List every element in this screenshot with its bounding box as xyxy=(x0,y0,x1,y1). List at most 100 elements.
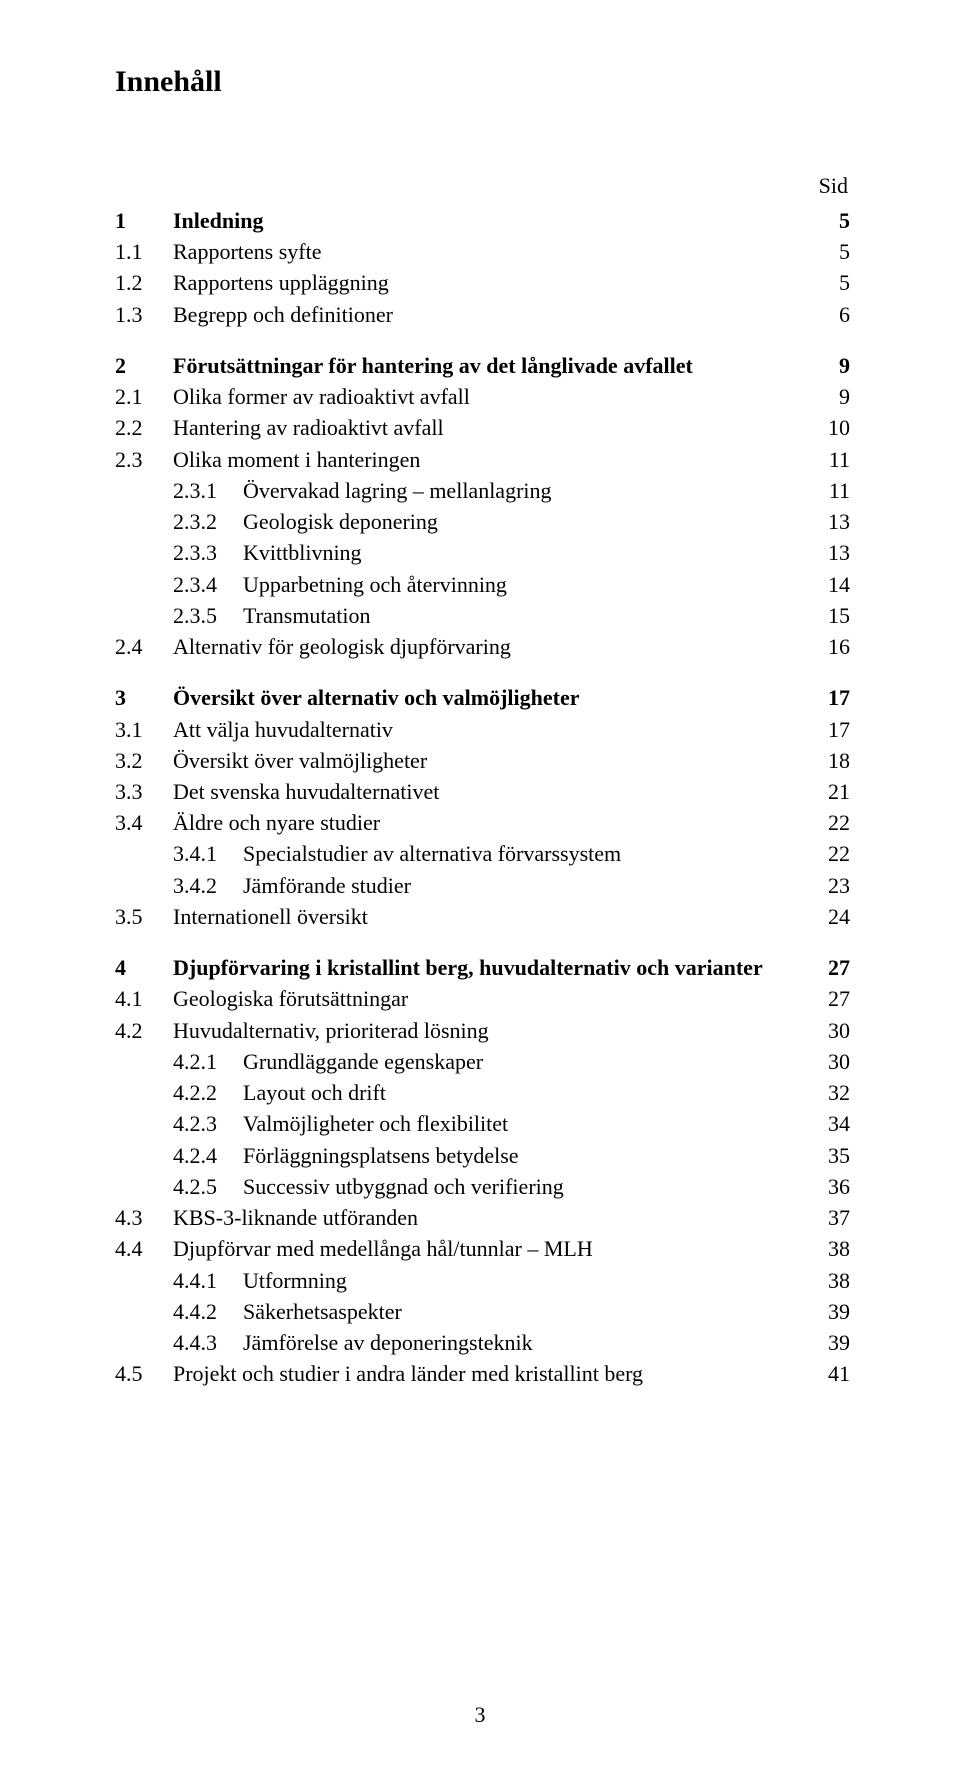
toc-row: 4.2.4Förläggningsplatsens betydelse35 xyxy=(115,1140,850,1171)
toc-section: 4Djupförvaring i kristallint berg, huvud… xyxy=(115,952,850,1389)
toc-section: 3Översikt över alternativ och valmöjligh… xyxy=(115,682,850,932)
toc-row: 3.1Att välja huvudalternativ17 xyxy=(115,714,850,745)
toc-page: 14 xyxy=(810,569,850,600)
toc-text: Att välja huvudalternativ xyxy=(173,714,810,745)
toc-text: Rapportens uppläggning xyxy=(173,267,810,298)
toc-page: 30 xyxy=(810,1015,850,1046)
toc-section: 2Förutsättningar för hantering av det lå… xyxy=(115,350,850,662)
toc-number: 3.4 xyxy=(115,807,173,838)
page-number: 3 xyxy=(0,1702,960,1728)
toc-page: 16 xyxy=(810,631,850,662)
toc-row: 2.4Alternativ för geologisk djupförvarin… xyxy=(115,631,850,662)
toc-row: 2.3Olika moment i hanteringen11 xyxy=(115,444,850,475)
toc-page: 10 xyxy=(810,412,850,443)
toc-row: 4.4.2Säkerhetsaspekter39 xyxy=(115,1296,850,1327)
toc-text: Projekt och studier i andra länder med k… xyxy=(173,1358,810,1389)
toc-text: Det svenska huvudalternativet xyxy=(173,776,810,807)
toc-row: 2.2Hantering av radioaktivt avfall10 xyxy=(115,412,850,443)
toc-number: 1.2 xyxy=(115,267,173,298)
toc-text: Begrepp och definitioner xyxy=(173,299,810,330)
toc-row: 2.3.1Övervakad lagring – mellanlagring11 xyxy=(115,475,850,506)
toc-text: Olika moment i hanteringen xyxy=(173,444,810,475)
toc-row: 3.4.1Specialstudier av alternativa förva… xyxy=(115,838,850,869)
toc-row: 3.4Äldre och nyare studier22 xyxy=(115,807,850,838)
toc-page: 22 xyxy=(810,807,850,838)
toc-page: 38 xyxy=(810,1233,850,1264)
toc-text: Inledning xyxy=(173,205,810,236)
toc-page: 6 xyxy=(810,299,850,330)
toc-text: Djupförvar med medellånga hål/tunnlar – … xyxy=(173,1233,810,1264)
toc-subnumber: 2.3.2 xyxy=(173,506,243,537)
toc-text: Valmöjligheter och flexibilitet xyxy=(243,1108,810,1139)
toc-row: 2.3.2Geologisk deponering13 xyxy=(115,506,850,537)
toc-number: 2.1 xyxy=(115,381,173,412)
toc-page: 35 xyxy=(810,1140,850,1171)
toc-text: Geologiska förutsättningar xyxy=(173,983,810,1014)
toc-subnumber: 4.4.3 xyxy=(173,1327,243,1358)
toc-number: 1.1 xyxy=(115,236,173,267)
toc-row: 3.2Översikt över valmöjligheter18 xyxy=(115,745,850,776)
toc-number: 3.1 xyxy=(115,714,173,745)
toc-subnumber: 4.2.2 xyxy=(173,1077,243,1108)
toc-text: KBS-3-liknande utföranden xyxy=(173,1202,810,1233)
toc-page: 27 xyxy=(810,983,850,1014)
toc-page: 24 xyxy=(810,901,850,932)
toc-text: Rapportens syfte xyxy=(173,236,810,267)
toc-text: Utformning xyxy=(243,1265,810,1296)
toc-text: Grundläggande egenskaper xyxy=(243,1046,810,1077)
toc-row: 1.2Rapportens uppläggning5 xyxy=(115,267,850,298)
toc-subnumber: 2.3.5 xyxy=(173,600,243,631)
toc-number: 3.2 xyxy=(115,745,173,776)
toc-text: Internationell översikt xyxy=(173,901,810,932)
toc-number: 1 xyxy=(115,205,173,236)
toc-row: 2.3.4Upparbetning och återvinning14 xyxy=(115,569,850,600)
toc-number: 3 xyxy=(115,682,173,713)
toc-text: Förläggningsplatsens betydelse xyxy=(243,1140,810,1171)
toc-subnumber: 4.2.1 xyxy=(173,1046,243,1077)
toc-text: Hantering av radioaktivt avfall xyxy=(173,412,810,443)
page-title: Innehåll xyxy=(115,65,850,99)
toc-number: 2.3 xyxy=(115,444,173,475)
toc-subnumber: 4.4.2 xyxy=(173,1296,243,1327)
toc-row: 1.3Begrepp och definitioner6 xyxy=(115,299,850,330)
toc-page: 34 xyxy=(810,1108,850,1139)
toc-row: 4.4Djupförvar med medellånga hål/tunnlar… xyxy=(115,1233,850,1264)
toc-page: 30 xyxy=(810,1046,850,1077)
toc-text: Jämförelse av deponeringsteknik xyxy=(243,1327,810,1358)
toc-row: 4.2Huvudalternativ, prioriterad lösning3… xyxy=(115,1015,850,1046)
toc-number: 3.5 xyxy=(115,901,173,932)
toc-number: 2.4 xyxy=(115,631,173,662)
toc-number: 4.5 xyxy=(115,1358,173,1389)
toc-row: 3.5Internationell översikt24 xyxy=(115,901,850,932)
toc-text: Huvudalternativ, prioriterad lösning xyxy=(173,1015,810,1046)
toc-row: 3.4.2Jämförande studier23 xyxy=(115,870,850,901)
toc-page: 17 xyxy=(810,714,850,745)
toc-page: 9 xyxy=(810,350,850,381)
toc-page: 13 xyxy=(810,537,850,568)
toc-text: Upparbetning och återvinning xyxy=(243,569,810,600)
toc-row: 4.5Projekt och studier i andra länder me… xyxy=(115,1358,850,1389)
toc-number: 4.2 xyxy=(115,1015,173,1046)
toc-row: 1Inledning5 xyxy=(115,205,850,236)
toc-number: 4.3 xyxy=(115,1202,173,1233)
toc-page: 15 xyxy=(810,600,850,631)
toc-page: 22 xyxy=(810,838,850,869)
toc-page: 41 xyxy=(810,1358,850,1389)
toc-text: Jämförande studier xyxy=(243,870,810,901)
toc-number: 2.2 xyxy=(115,412,173,443)
toc-row: 4.4.1Utformning38 xyxy=(115,1265,850,1296)
toc-page: 5 xyxy=(810,205,850,236)
toc-number: 4 xyxy=(115,952,173,983)
toc-page: 38 xyxy=(810,1265,850,1296)
toc-number: 3.3 xyxy=(115,776,173,807)
toc-number: 4.1 xyxy=(115,983,173,1014)
toc-text: Olika former av radioaktivt avfall xyxy=(173,381,810,412)
table-of-contents: 1Inledning51.1Rapportens syfte51.2Rappor… xyxy=(115,205,850,1389)
toc-text: Specialstudier av alternativa förvarssys… xyxy=(243,838,810,869)
toc-row: 4.4.3Jämförelse av deponeringsteknik39 xyxy=(115,1327,850,1358)
toc-page: 5 xyxy=(810,267,850,298)
toc-subnumber: 3.4.2 xyxy=(173,870,243,901)
toc-text: Övervakad lagring – mellanlagring xyxy=(243,475,810,506)
toc-page: 36 xyxy=(810,1171,850,1202)
toc-page: 11 xyxy=(810,444,850,475)
